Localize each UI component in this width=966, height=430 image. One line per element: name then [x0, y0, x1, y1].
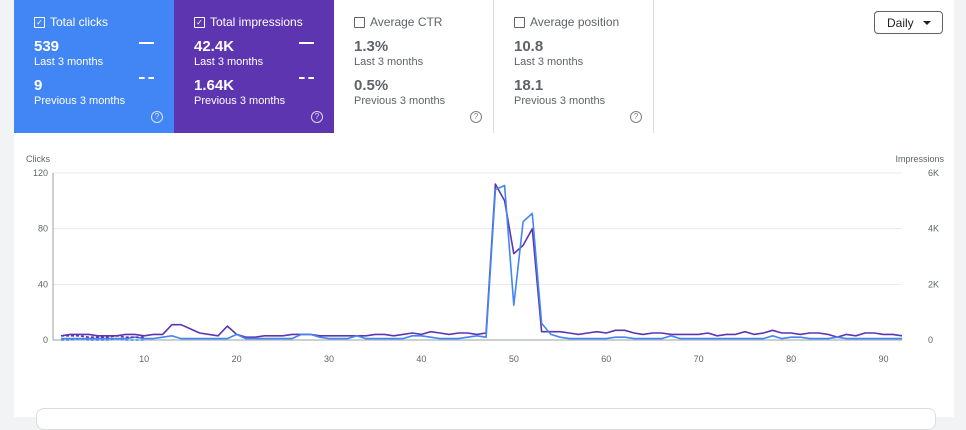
y-tick-label-right: 6K [928, 168, 939, 178]
dashed-line-icon [299, 77, 314, 79]
previous-period: Previous 3 months [194, 95, 286, 107]
previous-period: Previous 3 months [354, 95, 446, 107]
current-value: 539 [34, 38, 60, 55]
average-position-card[interactable]: Average position 10.8 Last 3 months 18.1… [494, 0, 654, 133]
performance-chart: Clicks Impressions 0 0 40 2K 80 4K 120 6K 10 20 30 40… [26, 154, 945, 364]
dashed-line-icon [139, 77, 154, 79]
previous-value: 18.1 [514, 77, 544, 94]
previous-impressions-series-line [61, 335, 145, 338]
help-icon[interactable]: ? [311, 111, 323, 123]
current-period: Last 3 months [34, 56, 104, 68]
solid-line-icon [139, 42, 154, 44]
help-icon[interactable]: ? [151, 111, 163, 123]
total-impressions-series-line [60, 183, 903, 338]
performance-panel: ✓ Total clicks 539 Last 3 months 9 Previ… [14, 0, 954, 430]
average-ctr-card[interactable]: Average CTR 1.3% Last 3 months 0.5% Prev… [334, 0, 494, 133]
checkbox-checked-icon[interactable]: ✓ [194, 16, 205, 28]
help-icon[interactable]: ? [470, 111, 482, 123]
x-tick-label: 60 [601, 354, 611, 364]
card-label: Average CTR [370, 15, 443, 29]
y-tick-label-left: 80 [38, 224, 48, 234]
y-tick-label-left: 40 [38, 279, 48, 289]
caret-down-icon [923, 21, 931, 25]
x-tick-label: 70 [694, 354, 704, 364]
x-tick-label: 30 [324, 354, 334, 364]
metric-cards: ✓ Total clicks 539 Last 3 months 9 Previ… [14, 0, 654, 133]
granularity-dropdown[interactable]: Daily [874, 11, 943, 34]
current-period: Last 3 months [354, 56, 424, 68]
current-period: Last 3 months [514, 56, 584, 68]
checkbox-unchecked-icon[interactable] [514, 16, 525, 28]
current-value: 10.8 [514, 38, 544, 55]
previous-clicks-series-line [61, 337, 145, 341]
total-clicks-series-line [61, 184, 902, 340]
granularity-label: Daily [887, 15, 914, 30]
left-axis-title: Clicks [26, 154, 50, 164]
bottom-card [36, 408, 936, 430]
help-icon[interactable]: ? [630, 111, 642, 123]
current-value: 1.3% [354, 38, 389, 55]
previous-value: 1.64K [194, 77, 235, 94]
x-tick-label: 90 [879, 354, 889, 364]
y-tick-label-right: 0 [928, 335, 933, 345]
checkbox-unchecked-icon[interactable] [354, 16, 365, 28]
previous-period: Previous 3 months [34, 95, 126, 107]
x-tick-label: 50 [509, 354, 519, 364]
x-tick-label: 20 [232, 354, 242, 364]
x-tick-label: 80 [786, 354, 796, 364]
card-label: Total impressions [210, 15, 303, 29]
total-impressions-card[interactable]: ✓ Total impressions 42.4K Last 3 months … [174, 0, 334, 133]
checkbox-checked-icon[interactable]: ✓ [34, 16, 45, 28]
previous-period: Previous 3 months [514, 95, 606, 107]
y-tick-label-left: 120 [33, 168, 48, 178]
y-tick-label-left: 0 [43, 335, 48, 345]
x-tick-label: 40 [416, 354, 426, 364]
solid-line-icon [299, 42, 314, 44]
total-clicks-card[interactable]: ✓ Total clicks 539 Last 3 months 9 Previ… [14, 0, 174, 133]
current-value: 42.4K [194, 38, 235, 55]
previous-value: 0.5% [354, 77, 389, 94]
current-period: Last 3 months [194, 56, 264, 68]
previous-value: 9 [34, 77, 43, 94]
y-tick-label-right: 2K [928, 279, 939, 289]
x-tick-label: 10 [139, 354, 149, 364]
right-axis-title: Impressions [895, 154, 944, 164]
card-label: Total clicks [50, 15, 109, 29]
card-label: Average position [530, 15, 620, 29]
y-tick-label-right: 4K [928, 224, 939, 234]
